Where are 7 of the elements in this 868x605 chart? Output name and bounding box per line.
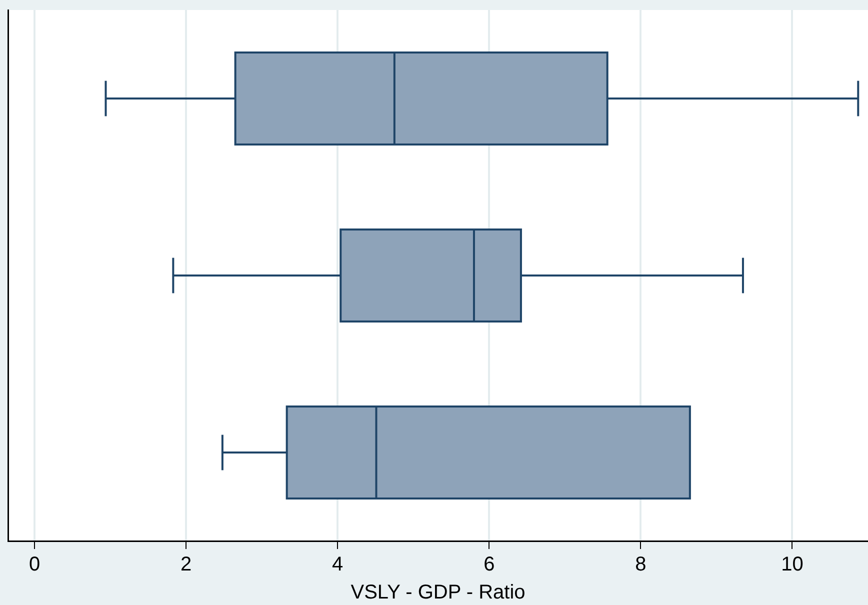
x-tick-label: 8 xyxy=(635,554,646,576)
x-tick-label: 2 xyxy=(180,554,192,576)
x-tick-label: 0 xyxy=(28,554,40,576)
x-axis-title: VSLY - GDP - Ratio xyxy=(350,582,526,604)
x-tick-label: 6 xyxy=(484,554,495,576)
x-tick-label: 10 xyxy=(781,554,804,576)
x-tick-label: 4 xyxy=(332,554,344,576)
